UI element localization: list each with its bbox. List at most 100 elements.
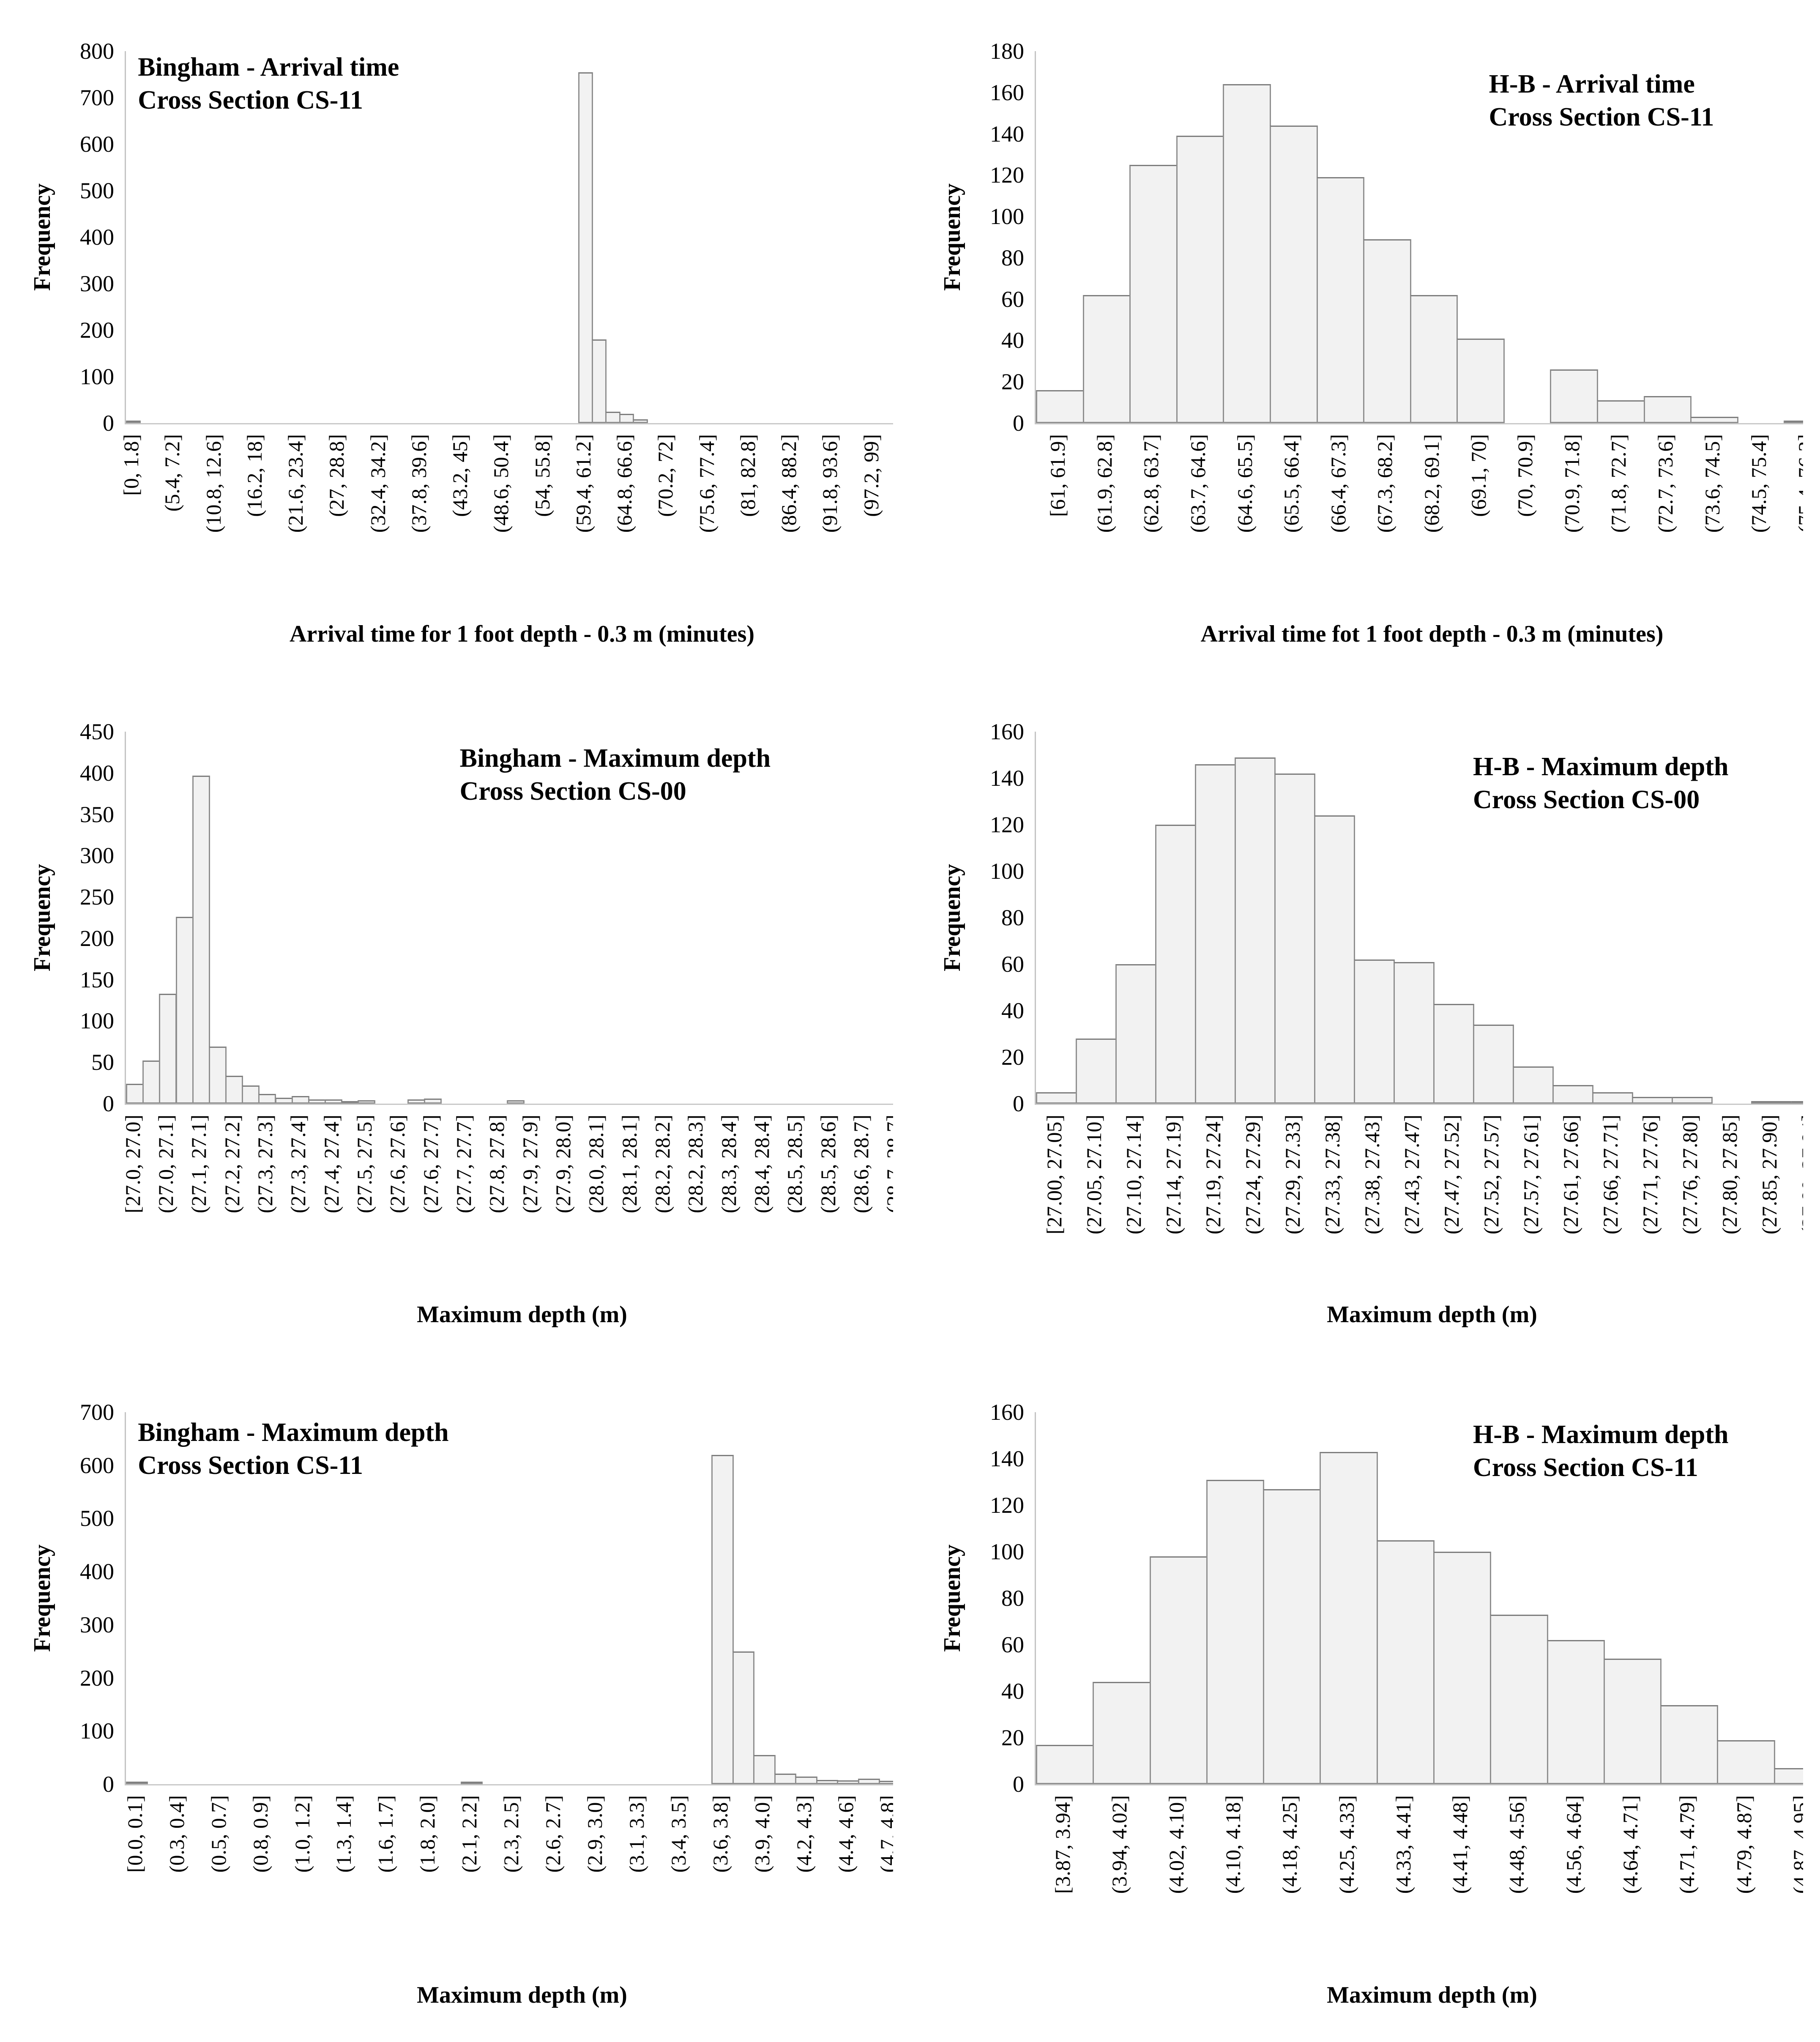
- histogram-bar: [1263, 1489, 1321, 1784]
- y-tick-label: 300: [80, 1612, 114, 1637]
- x-tick-label: (4.71, 4.79]: [1675, 1795, 1699, 1894]
- x-tick-label: (72.7, 73.6]: [1653, 434, 1677, 533]
- chart-title-line2: Cross Section CS-11: [138, 85, 363, 115]
- x-tick-label: (27.2, 27.2]: [220, 1115, 244, 1214]
- histogram-bar: [858, 1779, 880, 1784]
- x-tick-label: (3.9, 4.0]: [750, 1795, 774, 1873]
- bars: [1036, 1412, 1803, 1784]
- x-tick-label: [27.00, 27.05]: [1042, 1115, 1066, 1235]
- x-tick-label: (27.05, 27.10]: [1082, 1115, 1106, 1235]
- histogram-bar: [879, 1781, 893, 1784]
- x-tick-label: (68.2, 69.1]: [1420, 434, 1443, 533]
- y-tick-label: 0: [1013, 1091, 1024, 1116]
- chart-title-line1: H-B - Arrival time: [1489, 70, 1695, 98]
- x-tick-label: (27.9, 28.0]: [551, 1115, 575, 1214]
- y-tick-label: 100: [990, 858, 1024, 884]
- x-tick-label: (1.3, 1.4]: [332, 1795, 356, 1873]
- x-tick-label: (0.5, 0.7]: [206, 1795, 230, 1873]
- x-axis-ticks: [3.87, 3.94] (3.94, 4.02] (4.02, 4.10] (4.1…: [1035, 1789, 1803, 1975]
- y-tick-label: 300: [80, 271, 114, 296]
- histogram-bar: [1320, 1452, 1378, 1784]
- x-tick-label: (0.8, 0.9]: [248, 1795, 272, 1873]
- chart-title-line2: Cross Section CS-11: [1489, 102, 1714, 131]
- x-tick-label: (27.80, 27.85]: [1718, 1115, 1741, 1235]
- chart-title-line2: Cross Section CS-00: [1473, 785, 1700, 814]
- x-tick-label: (54, 55.8]: [530, 434, 554, 517]
- histogram-hb-maxdepth-cs11: Frequency 0 20 40 60 80 100 120 140 160 H-B - Ma…: [927, 1368, 1803, 2035]
- x-axis-ticks: [27.0, 27.0] (27.0, 27.1] (27.1, 27.1] (27.…: [121, 1109, 893, 1295]
- x-tick-label: (67.3, 68.2]: [1373, 434, 1397, 533]
- x-tick-label: (4.02, 4.10]: [1164, 1795, 1188, 1894]
- histogram-bar: [1363, 239, 1411, 423]
- x-axis-ticks: [0, 1.8] (5.4, 7.2] (10.8, 12.6] (16.2, 18]…: [119, 428, 893, 614]
- x-tick-label: (27.5, 27.5]: [352, 1115, 376, 1214]
- x-tick-label: (2.3, 2.5]: [499, 1795, 523, 1873]
- x-tick-label: (70.9, 71.8]: [1560, 434, 1584, 533]
- x-tick-label: (62.8, 63.7]: [1139, 434, 1163, 533]
- histogram-bingham-maxdepth-cs11: Frequency 0 100 200 300 400 500 600 700 Bingham…: [17, 1368, 893, 2035]
- y-tick-label: 200: [80, 317, 114, 343]
- histogram-bar: [1036, 390, 1084, 423]
- y-tick-label: 500: [80, 1506, 114, 1531]
- y-tick-label: 60: [1001, 1632, 1024, 1657]
- x-axis-title: Maximum depth (m): [417, 1982, 627, 2008]
- y-tick-label: 50: [91, 1050, 114, 1075]
- y-tick-label: 400: [80, 1559, 114, 1585]
- histogram-bar: [1660, 1705, 1719, 1784]
- chart-title: Bingham - Maximum depth Cross Section CS…: [460, 742, 771, 808]
- y-tick-label: 700: [80, 85, 114, 110]
- x-tick-label: (27.33, 27.38]: [1320, 1115, 1344, 1235]
- histogram-bar: [1176, 136, 1224, 423]
- chart-title-line1: H-B - Maximum depth: [1473, 1420, 1729, 1449]
- x-tick-label: (70, 70.9]: [1513, 434, 1537, 517]
- x-tick-label: (91.8, 93.6]: [818, 434, 842, 533]
- y-tick-label: 100: [990, 1539, 1024, 1564]
- x-tick-label: (28.0, 28.1]: [584, 1115, 608, 1214]
- x-tick-label: [0.0, 0.1]: [123, 1795, 147, 1873]
- chart-title: Bingham - Arrival time Cross Section CS-…: [138, 51, 399, 117]
- histogram-bar: [1076, 1039, 1117, 1104]
- chart-title-line2: Cross Section CS-11: [1473, 1453, 1698, 1482]
- y-tick-label: 0: [1013, 1771, 1024, 1797]
- y-tick-label: 250: [80, 884, 114, 910]
- y-tick-label: 0: [103, 1091, 114, 1116]
- x-tick-label: (66.4, 67.3]: [1326, 434, 1350, 533]
- x-tick-label: (27.76, 27.80]: [1678, 1115, 1702, 1235]
- x-tick-label: [0, 1.8]: [119, 434, 143, 496]
- x-tick-label: (0.3, 0.4]: [164, 1795, 189, 1873]
- x-tick-label: (4.79, 4.87]: [1732, 1795, 1756, 1894]
- plot-area: Bingham - Maximum depth Cross Section CS…: [125, 1412, 893, 1785]
- histogram-bar: [1354, 959, 1395, 1104]
- x-tick-label: (27.10, 27.14]: [1122, 1115, 1145, 1235]
- histogram-bar: [816, 1780, 839, 1784]
- x-axis-ticks: [61, 61.9] (61.9, 62.8] (62.8, 63.7] (63.7,…: [1035, 428, 1803, 614]
- x-tick-label: (70.2, 72]: [653, 434, 678, 517]
- histogram-bar: [1149, 1556, 1208, 1784]
- x-tick-label: (27.38, 27.43]: [1360, 1115, 1384, 1235]
- x-tick-label: (27.8, 27.8]: [485, 1115, 509, 1214]
- x-tick-label: (3.6, 3.8]: [708, 1795, 732, 1873]
- x-axis-title: Maximum depth (m): [1327, 1301, 1537, 1328]
- x-tick-label: [27.0, 27.0]: [120, 1115, 145, 1214]
- histogram-bar: [159, 993, 177, 1104]
- y-axis-ticks: 0 20 40 60 80 100 120 140 160: [956, 1401, 1024, 1796]
- x-tick-label: (28.7, 28.7]: [882, 1115, 893, 1214]
- histogram-bar: [1394, 962, 1435, 1104]
- y-tick-label: 600: [80, 131, 114, 157]
- x-tick-label: [61, 61.9]: [1046, 434, 1070, 517]
- histogram-bar: [1274, 774, 1315, 1104]
- chart-title: H-B - Maximum depth Cross Section CS-11: [1473, 1419, 1729, 1484]
- plot-area: H-B - Maximum depth Cross Section CS-00: [1035, 732, 1803, 1105]
- y-tick-label: 400: [80, 760, 114, 786]
- y-tick-label: 300: [80, 843, 114, 869]
- y-axis-ticks: 0 50 100 150 200 250 300 350 400 450: [46, 720, 114, 1115]
- y-tick-label: 40: [1001, 328, 1024, 353]
- histogram-bar: [837, 1780, 859, 1784]
- histogram-bar: [192, 775, 210, 1104]
- histogram-bar: [732, 1651, 755, 1784]
- x-tick-label: (2.1, 2.2]: [457, 1795, 481, 1873]
- histogram-bar: [1717, 1740, 1775, 1784]
- histogram-bar: [711, 1454, 734, 1784]
- plot-area: Bingham - Arrival time Cross Section CS-…: [125, 51, 893, 424]
- x-tick-label: (2.9, 3.0]: [583, 1795, 607, 1873]
